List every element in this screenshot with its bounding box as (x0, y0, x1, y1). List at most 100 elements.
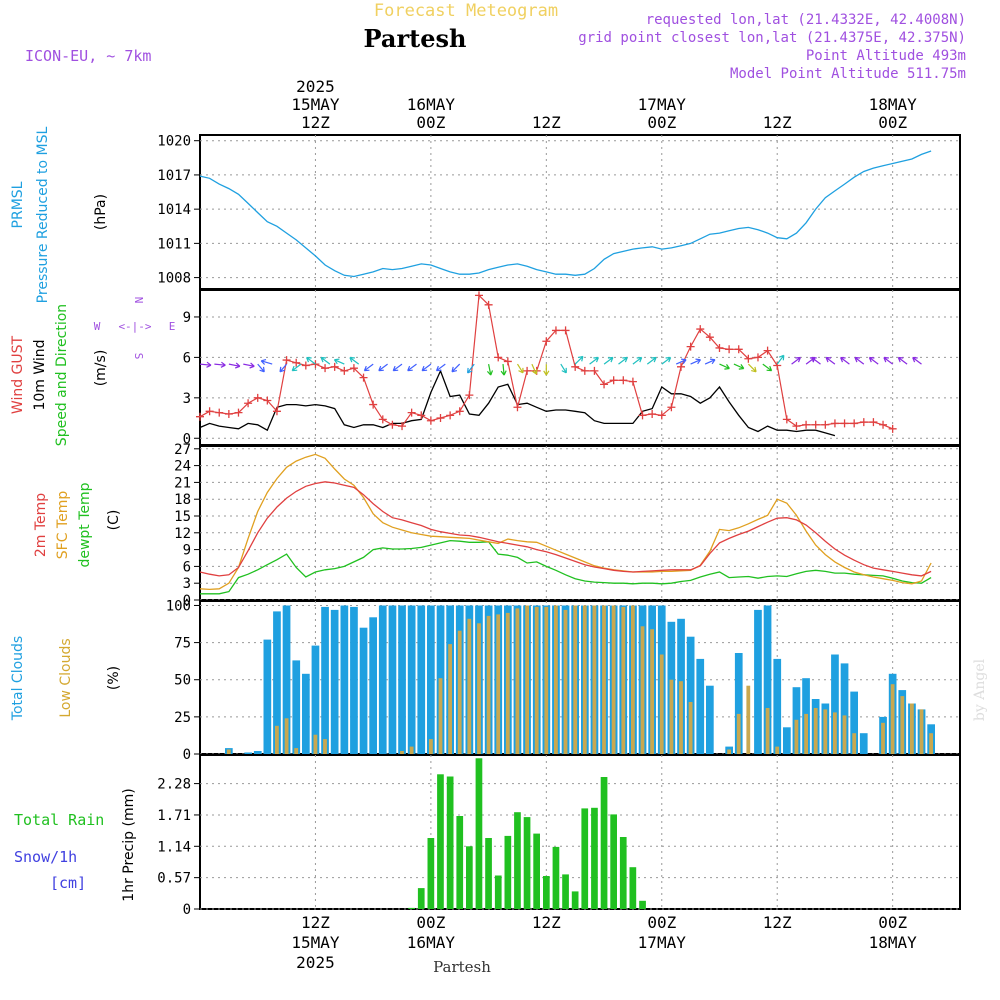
wind-direction-arrow (320, 356, 331, 365)
temp-ytick-label: 12 (174, 526, 191, 542)
rain-bar (619, 837, 627, 909)
rain-bar (600, 777, 608, 909)
pressure-ytick-label: 1008 (157, 271, 191, 287)
wind-gust-marker (686, 342, 695, 351)
top-time-label: 00Z (647, 113, 676, 132)
pressure-ytick-label: 1017 (157, 168, 191, 184)
low-cloud-bar (323, 739, 327, 754)
wind-direction-arrow (531, 363, 538, 375)
pressure-ylabel: PRMSL (10, 181, 26, 228)
low-cloud-bar (852, 733, 857, 754)
wind-gust-marker (282, 356, 291, 365)
wind-gust-marker (888, 424, 897, 433)
total-cloud-bar (244, 752, 252, 754)
wind-gust-marker (378, 415, 387, 424)
wind-gust-marker (330, 362, 339, 371)
wind-gust-marker (869, 418, 878, 427)
precip-frame (199, 754, 961, 910)
temp-ytick-label: 27 (174, 442, 191, 458)
wind-gust-marker (465, 391, 474, 400)
precip-ylabel: 1hr Precip (mm) (121, 788, 137, 901)
wind-gust-marker (850, 419, 859, 428)
low-cloud-bar (515, 608, 520, 754)
credit-label: by Angel (972, 658, 988, 721)
low-cloud-bar (900, 696, 905, 754)
rain-bar (562, 874, 569, 909)
dewpoint-line (200, 539, 932, 595)
total-cloud-bar (850, 691, 858, 754)
wind-gust-marker (571, 362, 580, 371)
low-cloud-bar (765, 708, 770, 754)
wind-gust-marker (292, 358, 301, 367)
total-cloud-bar (350, 606, 358, 754)
total-cloud-bar (734, 653, 743, 754)
wind-gust-marker (830, 419, 839, 428)
low-cloud-bar (554, 605, 558, 754)
low-cloud-bar (631, 605, 635, 754)
precip-rain-label: Total Rain (14, 811, 104, 829)
wind-gust-marker (215, 408, 224, 417)
wind-direction-arrow (421, 363, 432, 372)
total-cloud-bar (763, 605, 772, 754)
wind-gust-marker (263, 396, 272, 405)
rain-bar (523, 817, 531, 909)
wind-gust-marker (426, 416, 435, 425)
low-cloud-bar (534, 606, 539, 754)
temp-ylabel: 2m Temp (33, 493, 49, 557)
top-time-label: 2025 (296, 77, 335, 96)
wind-ylabel: Wind GUST (10, 335, 26, 414)
temp-ylabel: SFC Temp (55, 491, 71, 560)
wind-gust-marker (359, 373, 368, 382)
low-cloud-bar (736, 713, 741, 754)
low-cloud-bar (775, 746, 780, 754)
wind-direction-arrow (733, 363, 745, 370)
low-cloud-bar (448, 644, 452, 754)
top-time-label: 12Z (532, 113, 561, 132)
precip-ytick-label: 0 (183, 902, 191, 918)
low-cloud-bar (505, 612, 510, 754)
bottom-time-label: 00Z (416, 913, 445, 932)
rain-bar (629, 867, 637, 909)
wind-direction-arrow (791, 356, 801, 365)
low-cloud-bar (910, 703, 914, 754)
wind-direction-arrow (260, 359, 273, 365)
wind-gust-marker (340, 366, 349, 375)
clouds-ytick-label: 100 (166, 598, 191, 614)
wind-gust-marker (792, 422, 801, 431)
wind-direction-arrow (574, 355, 584, 365)
low-cloud-bar (659, 654, 664, 754)
top-time-label: 00Z (878, 113, 907, 132)
precipitation-panel: 0 0.57 1.14 1.71 2.28 (157, 754, 961, 918)
wind-gust-marker (879, 420, 888, 429)
rain-bar (427, 838, 435, 909)
temp-ytick-label: 24 (174, 459, 191, 475)
temp-frame (199, 445, 961, 601)
clouds-ytick-label: 50 (174, 673, 191, 689)
total-cloud-bar (369, 617, 377, 754)
wind-direction-arrow (825, 356, 836, 365)
wind-ytick-label: 9 (183, 310, 191, 326)
wind-gust-marker (388, 420, 397, 429)
top-time-label: 12Z (763, 113, 792, 132)
wind-direction-arrow (675, 358, 687, 365)
low-cloud-bar (890, 684, 895, 754)
total-cloud-bar (340, 605, 349, 754)
low-cloud-bar (621, 606, 626, 754)
pressure-unit-label: (hPa) (93, 194, 109, 230)
total-cloud-bar (273, 611, 281, 754)
low-cloud-bar (727, 749, 731, 754)
wind-gust-marker (253, 393, 262, 402)
compass-arrow: <-|-> (118, 320, 151, 333)
wind-gust-marker (311, 360, 320, 369)
low-cloud-bar (400, 751, 404, 754)
temp-unit-label: (C) (106, 510, 122, 531)
precip-ytick-label: 0.57 (157, 871, 191, 887)
total-cloud-bar (311, 645, 320, 754)
wind-gust-marker (234, 408, 243, 417)
cloud-axis-labels: Total Clouds Low Clouds (%) (10, 636, 122, 721)
low-cloud-bar (842, 715, 847, 754)
total-cloud-bar (427, 605, 435, 754)
wind-direction-arrow (199, 361, 212, 368)
wind-gust-marker (628, 377, 637, 386)
